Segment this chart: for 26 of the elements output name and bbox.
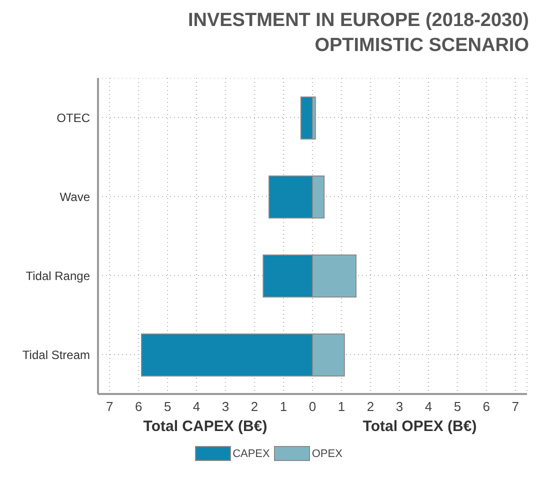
x-tick-label: 1: [338, 399, 346, 414]
legend-label: CAPEX: [232, 448, 270, 460]
x-tick-label: 7: [512, 399, 520, 414]
x-tick-label: 1: [280, 399, 288, 414]
x-tick-label: 6: [482, 399, 490, 414]
bar: [300, 96, 313, 140]
x-tick-label: 0: [308, 399, 316, 414]
legend-label: OPEX: [312, 448, 342, 460]
x-tick-label: 5: [164, 399, 172, 414]
y-tick-label: OTEC: [56, 110, 90, 125]
y-tick-label: Tidal Range: [26, 268, 90, 283]
x-tick-label: 3: [222, 399, 230, 414]
y-tick-label: Tidal Stream: [22, 348, 90, 362]
x-tick-label: 5: [454, 399, 462, 414]
x-tick-label: 3: [396, 399, 404, 414]
x-tick-label: 6: [134, 399, 142, 414]
chart-title: INVESTMENT IN EUROPE (2018-2030): [186, 9, 529, 33]
chart-subtitle: OPTIMISTIC SCENARIO: [314, 34, 529, 58]
x-tick-label: 2: [366, 399, 374, 414]
x-axis-title: Total CAPEX (B€): [142, 418, 268, 435]
text: Total OPEX (B€): [362, 418, 478, 435]
x-tick-label: 7: [106, 399, 114, 414]
y-tick-label: Wave: [60, 190, 90, 204]
x-tick-label: 4: [192, 399, 200, 414]
x-tick-label: 4: [424, 399, 432, 414]
x-tick-label: 2: [250, 399, 258, 414]
